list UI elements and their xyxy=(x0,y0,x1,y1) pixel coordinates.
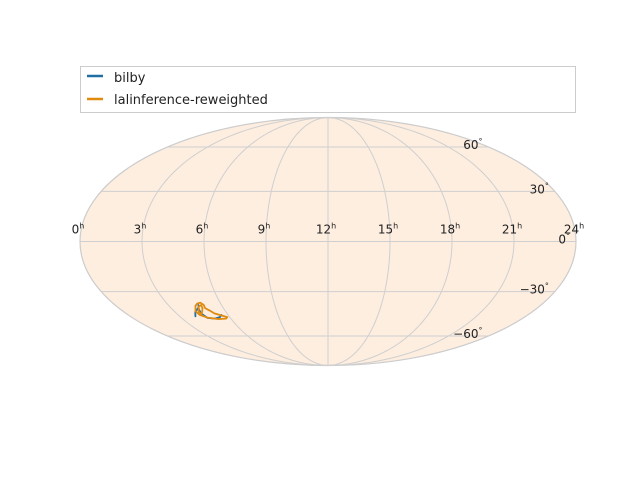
dec-tick-label-60: 60° xyxy=(463,137,482,152)
ra-tick-label-24h: 24h xyxy=(564,222,584,237)
tick-labels: 24h 21h 18h 15h 12h 9h 6h 3h 0h 60° 30° 0° −30° −60° xyxy=(72,137,585,341)
contour-lalinference-reweighted-1 xyxy=(197,304,204,316)
ra-tick-label-21h: 21h xyxy=(502,222,522,237)
legend-frame xyxy=(80,66,576,113)
dec-tick-label-minus60: −60° xyxy=(453,326,482,341)
graticule xyxy=(80,117,576,366)
legend-label-lalinference-reweighted: lalinference-reweighted xyxy=(114,93,268,108)
contour-series xyxy=(194,301,229,320)
dec-tick-label-30: 30° xyxy=(530,181,549,196)
ra-tick-label-0h: 0h xyxy=(72,222,85,237)
contour-lalinference-reweighted-0 xyxy=(194,301,229,320)
legend: bilby lalinference-reweighted xyxy=(80,66,576,113)
dec-tick-label-0: 0° xyxy=(558,232,570,247)
ra-tick-label-12h: 12h xyxy=(316,222,336,237)
ra-tick-label-9h: 9h xyxy=(258,222,271,237)
ra-tick-label-15h: 15h xyxy=(378,222,398,237)
ra-tick-label-6h: 6h xyxy=(196,222,209,237)
ra-tick-label-3h: 3h xyxy=(134,222,147,237)
ra-tick-label-18h: 18h xyxy=(440,222,460,237)
dec-tick-label-minus30: −30° xyxy=(520,282,549,297)
legend-label-bilby: bilby xyxy=(114,71,146,86)
